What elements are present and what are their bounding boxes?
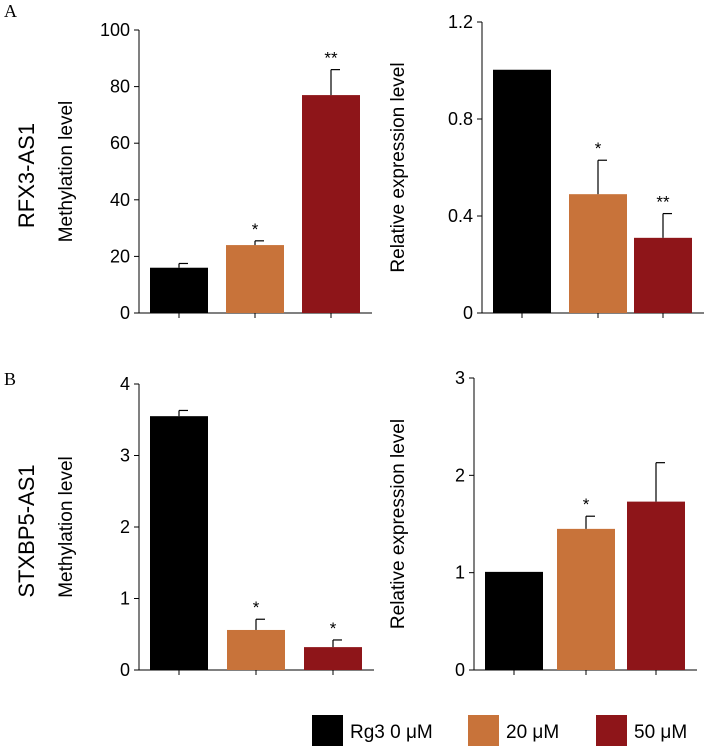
significance-label: *: [253, 598, 260, 617]
bar-3: [634, 237, 692, 313]
significance-label: **: [656, 193, 670, 212]
bar-2: [226, 245, 284, 313]
legend: Rg3 0 μM 20 μM 50 μM: [312, 715, 687, 746]
significance-label: **: [324, 49, 338, 68]
y-tick-label: 1.2: [448, 12, 473, 32]
y-tick-label: 80: [110, 77, 130, 97]
bar-1: [493, 70, 551, 313]
bar-1: [150, 416, 208, 670]
bar-3: [304, 647, 362, 670]
chart-a-expression: 00.40.81.2***Relative expression level: [388, 12, 704, 323]
chart-b-methylation: 0 1 2 3 4 * * Methylation level STXBP5-AS1: [14, 374, 374, 680]
significance-label: *: [330, 619, 337, 638]
y-tick-label: 1: [120, 589, 130, 609]
bar-1: [485, 572, 543, 670]
panel-letter-b: B: [4, 369, 16, 389]
y-axis-label: Methylation level: [56, 101, 77, 243]
bar-1: [150, 267, 208, 313]
bar-3: [627, 501, 685, 670]
y-tick-label: 0: [120, 660, 130, 680]
significance-label: *: [252, 220, 259, 239]
legend-label-1: Rg3 0 μM: [350, 722, 433, 743]
significance-label: *: [583, 495, 590, 514]
bar-2: [227, 629, 285, 670]
y-tick-label: 2: [120, 517, 130, 537]
y-tick-label: 3: [455, 368, 465, 388]
y-tick-label: 2: [455, 465, 465, 485]
y-tick-label: 0.4: [448, 206, 473, 226]
chart-b-expression: 0 1 2 3 * Relative expression level: [388, 368, 697, 680]
y-tick-label: 0: [463, 303, 473, 323]
legend-swatch-3: [596, 715, 627, 746]
y-tick-label: 0.8: [448, 109, 473, 129]
y-axis-label: Methylation level: [56, 456, 77, 598]
y-tick-label: 20: [110, 246, 130, 266]
y-tick-label: 100: [100, 20, 130, 40]
y-tick-label: 0: [120, 303, 130, 323]
y-axis-label: Relative expression level: [388, 419, 409, 629]
y-tick-label: 60: [110, 133, 130, 153]
legend-label-3: 50 μM: [634, 722, 687, 743]
legend-swatch-2: [468, 715, 499, 746]
bar-2: [557, 528, 615, 670]
gene-label: RFX3-AS1: [14, 123, 39, 228]
y-tick-label: 0: [455, 660, 465, 680]
legend-label-2: 20 μM: [506, 722, 559, 743]
bar-2: [569, 194, 627, 313]
significance-label: *: [595, 139, 602, 158]
bar-3: [302, 95, 360, 313]
panel-letter-a: A: [4, 1, 17, 21]
gene-label: STXBP5-AS1: [14, 464, 39, 597]
y-axis-label: Relative expression level: [388, 62, 409, 272]
y-tick-label: 4: [120, 374, 130, 394]
y-tick-label: 1: [455, 563, 465, 583]
y-tick-label: 3: [120, 446, 130, 466]
legend-swatch-1: [312, 715, 343, 746]
y-tick-label: 40: [110, 190, 130, 210]
